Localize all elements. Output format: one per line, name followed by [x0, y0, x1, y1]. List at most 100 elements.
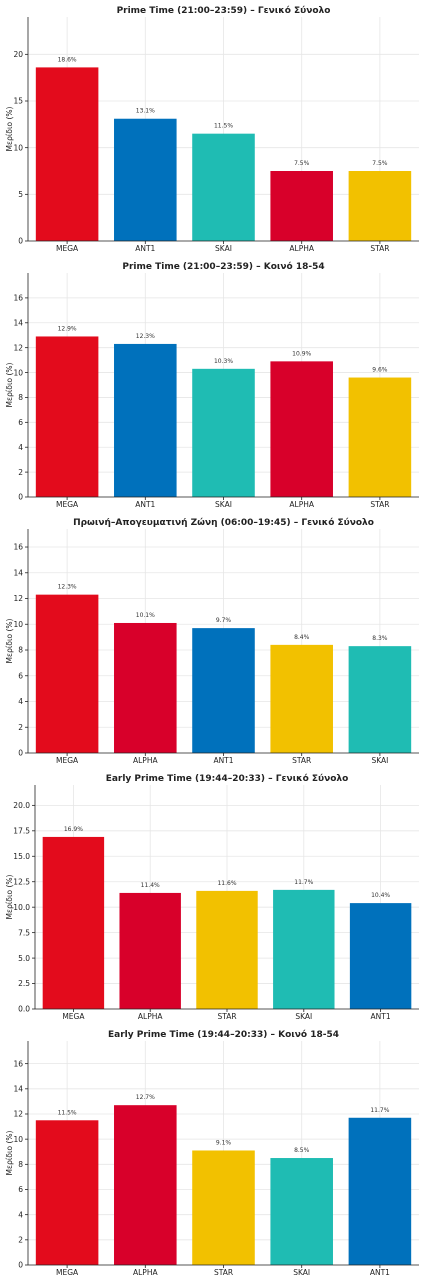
data-label: 12.7%	[136, 1094, 155, 1101]
y-tick-label: 0	[18, 493, 23, 502]
y-tick-label: 5.0	[18, 954, 30, 963]
data-label: 18.6%	[58, 56, 77, 63]
y-axis-label: Μερίδιο (%)	[5, 362, 14, 407]
bar-star	[192, 1150, 255, 1265]
y-tick-label: 10	[13, 368, 23, 377]
y-tick-label: 14	[13, 1085, 23, 1094]
data-label: 16.9%	[64, 826, 83, 833]
y-tick-label: 2	[18, 723, 23, 732]
y-tick-label: 14	[13, 318, 23, 327]
chart-title: Early Prime Time (19:44–20:33) – Γενικό …	[106, 773, 349, 784]
data-label: 10.1%	[136, 612, 155, 619]
y-tick-label: 4	[18, 1210, 23, 1219]
chart-title: Prime Time (21:00–23:59) – Κοινό 18-54	[122, 261, 324, 272]
data-label: 13.1%	[136, 108, 155, 115]
y-tick-label: 15.0	[13, 852, 30, 861]
data-label: 10.4%	[371, 892, 390, 899]
data-label: 12.3%	[136, 333, 155, 340]
y-tick-label: 12	[13, 1110, 23, 1119]
x-tick-label: ANT1	[213, 756, 233, 765]
data-label: 12.9%	[58, 325, 77, 332]
y-axis-label: Μερίδιο (%)	[5, 874, 14, 919]
y-tick-label: 8	[18, 1160, 23, 1169]
y-tick-label: 2	[18, 468, 23, 477]
y-tick-label: 2.5	[18, 979, 30, 988]
data-label: 9.6%	[372, 367, 388, 374]
data-label: 9.7%	[216, 617, 232, 624]
data-label: 8.4%	[294, 634, 310, 641]
bar-mega	[35, 594, 99, 753]
data-label: 8.5%	[294, 1147, 310, 1154]
bar-skai	[348, 646, 412, 753]
data-label: 10.3%	[214, 358, 233, 365]
data-label: 11.6%	[217, 880, 236, 887]
data-label: 10.9%	[292, 350, 311, 357]
x-tick-label: ALPHA	[133, 756, 158, 765]
bar-ant1	[348, 1117, 412, 1265]
chart-title: Prime Time (21:00–23:59) – Γενικό Σύνολο	[117, 5, 331, 16]
x-tick-label: ALPHA	[133, 1268, 158, 1277]
data-label: 7.5%	[294, 160, 310, 167]
x-tick-label: SKAI	[371, 756, 388, 765]
x-tick-label: ALPHA	[289, 244, 314, 253]
y-tick-label: 8	[18, 393, 23, 402]
y-axis-label: Μερίδιο (%)	[5, 106, 14, 151]
y-tick-label: 16	[13, 1059, 23, 1068]
y-tick-label: 14	[13, 568, 23, 577]
y-axis-label: Μερίδιο (%)	[5, 1130, 14, 1175]
data-label: 7.5%	[372, 160, 388, 167]
y-tick-label: 15	[13, 97, 23, 106]
x-tick-label: MEGA	[56, 500, 79, 509]
bar-skai	[192, 368, 255, 497]
bar-ant1	[114, 118, 177, 241]
x-tick-label: MEGA	[62, 1012, 85, 1021]
y-tick-label: 12.5	[13, 877, 30, 886]
x-tick-label: SKAI	[295, 1012, 312, 1021]
y-tick-label: 8	[18, 646, 23, 655]
x-tick-label: MEGA	[56, 756, 79, 765]
bar-skai	[270, 1158, 333, 1265]
bar-mega	[35, 67, 99, 242]
bar-star	[348, 377, 412, 497]
y-tick-label: 10	[13, 1135, 23, 1144]
bar-mega	[35, 336, 99, 497]
y-tick-label: 10	[13, 143, 23, 152]
bar-chart-3: Πρωινή–Απογευματινή Ζώνη (06:00–19:45) –…	[5, 517, 419, 765]
x-tick-label: STAR	[370, 500, 389, 509]
y-tick-label: 6	[18, 418, 23, 427]
x-tick-label: MEGA	[56, 1268, 79, 1277]
bar-chart-2: Prime Time (21:00–23:59) – Κοινό 18-54 0 2…	[5, 261, 419, 509]
y-tick-label: 16	[13, 294, 23, 303]
data-label: 8.3%	[372, 635, 388, 642]
data-label: 11.4%	[141, 882, 160, 889]
y-tick-label: 0	[18, 237, 23, 246]
x-tick-label: ANT1	[371, 1012, 391, 1021]
bar-alpha	[114, 622, 177, 753]
bar-mega	[42, 836, 105, 1009]
x-tick-label: STAR	[370, 244, 389, 253]
data-label: 11.5%	[214, 123, 233, 130]
x-tick-label: SKAI	[215, 500, 232, 509]
x-tick-label: ALPHA	[289, 500, 314, 509]
y-tick-label: 0	[18, 749, 23, 758]
y-tick-label: 10	[13, 620, 23, 629]
chart-title: Πρωινή–Απογευματινή Ζώνη (06:00–19:45) –…	[73, 517, 374, 528]
bar-alpha	[270, 361, 333, 497]
y-tick-label: 20.0	[13, 801, 30, 810]
y-tick-label: 17.5	[13, 827, 30, 836]
y-tick-label: 20	[13, 50, 23, 59]
x-tick-label: SKAI	[215, 244, 232, 253]
y-tick-label: 6	[18, 1185, 23, 1194]
x-tick-label: ANT1	[135, 500, 155, 509]
bar-alpha	[270, 171, 333, 241]
x-tick-label: STAR	[214, 1268, 233, 1277]
bar-star	[270, 644, 333, 753]
bar-chart-4: Early Prime Time (19:44–20:33) – Γενικό …	[5, 773, 419, 1021]
data-label: 11.7%	[294, 879, 313, 886]
x-tick-label: ALPHA	[138, 1012, 163, 1021]
bar-alpha	[114, 1105, 177, 1265]
y-tick-label: 0	[18, 1261, 23, 1270]
data-label: 11.5%	[58, 1109, 77, 1116]
y-tick-label: 12	[13, 594, 23, 603]
